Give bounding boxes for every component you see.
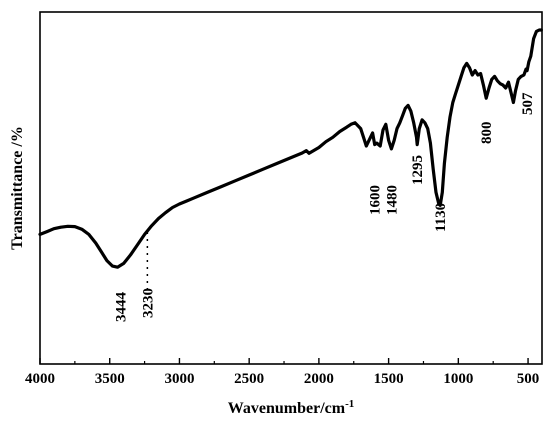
peak-label-1130: 1130 [433, 203, 449, 232]
series [38, 28, 543, 269]
peak-label-3230: 3230 [140, 288, 156, 318]
x-tick-label: 1500 [374, 371, 404, 387]
x-tick-label: 2500 [234, 371, 264, 387]
x-tick-label: 3500 [95, 371, 125, 387]
x-axis-title: Wavenumber/cm-1 [228, 398, 355, 417]
peak-label-1600: 1600 [368, 185, 384, 215]
x-tick-label: 500 [517, 371, 540, 387]
peak-label-507: 507 [520, 92, 536, 115]
x-axis-title-text: Wavenumber/cm [228, 400, 346, 417]
x-tick-label: 2000 [304, 371, 334, 387]
x-tick-label: 1000 [443, 371, 473, 387]
y-axis-title: Transmittance /% [9, 126, 26, 250]
series-line-0 [38, 28, 543, 269]
peak-label-1480: 1480 [384, 185, 400, 215]
peak-label-3444: 3444 [114, 292, 130, 323]
peak-annotations: 3444 3230 1600 1480 1295 1130 800 507 [114, 92, 537, 322]
x-axis-title-superscript: -1 [345, 398, 354, 410]
plot-frame [39, 11, 543, 365]
x-ticks: 4000 3500 3000 2500 2000 1500 1000 500 [25, 358, 539, 387]
peak-label-800: 800 [479, 122, 495, 145]
x-tick-label: 4000 [25, 371, 55, 387]
x-tick-label: 3000 [164, 371, 194, 387]
peak-label-1295: 1295 [410, 155, 426, 185]
axes [39, 11, 543, 365]
